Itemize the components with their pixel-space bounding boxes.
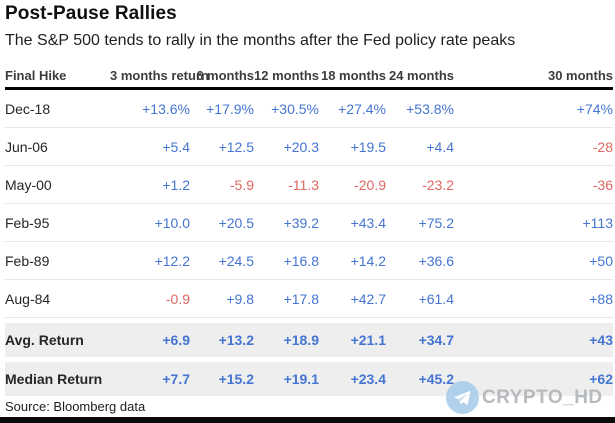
column-header: 18 months [320,67,386,83]
return-value: +13.6% [142,100,190,117]
return-value: +14.2 [350,252,386,269]
page-title: Post-Pause Rallies [5,3,177,24]
return-value: +13.2 [218,332,254,348]
return-value: +34.7 [418,332,454,348]
return-value: +30.5% [271,100,319,117]
row-label: May-00 [5,176,52,193]
return-value: +24.5 [218,252,254,269]
table-row: Median Return +7.7 +15.2 +19.1 +23.4 +45.2 +62 [5,362,613,396]
return-value: +6.9 [162,332,190,348]
return-value: +17.9% [206,100,254,117]
returns-table: Final Hike 3 months return 6 months 12 mont… [0,63,615,396]
return-value: +7.7 [162,371,190,387]
return-value: +17.8 [283,290,319,307]
return-value: +50 [589,252,613,269]
row-label: Aug-84 [5,290,51,307]
return-value: +53.8% [406,100,454,117]
row-label: Avg. Return [5,332,84,348]
return-value: +12.5 [218,138,254,155]
return-value: +23.4 [350,371,386,387]
return-value: +45.2 [418,371,454,387]
column-header: 12 months [254,67,320,83]
column-header: 30 months [547,67,613,83]
table-row: Jun-06 +5.4 +12.5 +20.3 +19.5 +4.4 -28 [5,128,613,166]
table-row: Dec-18 +13.6% +17.9% +30.5% +27.4% +53.8% +74% [5,90,613,128]
return-value: +18.9 [283,332,319,348]
return-value: +88 [589,290,613,307]
return-value: +43.4 [350,214,386,231]
return-value: +5.4 [162,138,190,155]
subtitle: The S&P 500 tends to rally in the months… [5,32,516,49]
table-header-row: Final Hike 3 months return 6 months 12 mont… [5,63,613,90]
return-value: +74% [576,100,613,117]
return-value: -20.9 [354,176,386,193]
return-value: -11.3 [288,176,319,193]
return-value: +43 [589,332,613,348]
table-body: Dec-18 +13.6% +17.9% +30.5% +27.4% +53.8% +74%… [5,90,613,396]
column-header: 3 months return [110,67,209,83]
row-label: Feb-89 [5,252,50,269]
column-header: 24 months [388,67,454,83]
table-row: Feb-95 +10.0 +20.5 +39.2 +43.4 +75.2 +113 [5,204,613,242]
return-value: +42.7 [350,290,386,307]
return-value: +21.1 [350,332,386,348]
summary-divider [5,318,613,323]
return-value: -28 [592,138,613,155]
return-value: +19.1 [283,371,319,387]
return-value: +4.4 [426,138,454,155]
return-value: -5.9 [229,176,254,193]
return-value: +12.2 [154,252,190,269]
row-label: Jun-06 [5,138,48,155]
return-value: +27.4% [338,100,386,117]
table-row: Aug-84 -0.9 +9.8 +17.8 +42.7 +61.4 +88 [5,280,613,318]
return-value: -36 [592,176,613,193]
table-row: Avg. Return +6.9 +13.2 +18.9 +21.1 +34.7 +43 [5,323,613,357]
return-value: +62 [589,371,613,387]
row-label: Feb-95 [5,214,50,231]
return-value: +36.6 [418,252,454,269]
table-row: May-00 +1.2 -5.9 -11.3 -20.9 -23.2 -36 [5,166,613,204]
return-value: +39.2 [283,214,319,231]
return-value: +20.5 [218,214,254,231]
source-note: Source: Bloomberg data [5,399,146,414]
column-header: 6 months [196,67,254,83]
return-value: -23.2 [422,176,454,193]
return-value: +61.4 [418,290,454,307]
summary-divider [5,357,613,362]
return-value: +20.3 [283,138,319,155]
return-value: +16.8 [283,252,319,269]
return-value: +113 [582,214,614,231]
return-value: +10.0 [154,214,190,231]
row-label: Dec-18 [5,100,51,117]
return-value: +19.5 [350,138,386,155]
row-label: Median Return [5,371,103,387]
return-value: +15.2 [218,371,254,387]
table-row: Feb-89 +12.2 +24.5 +16.8 +14.2 +36.6 +50 [5,242,613,280]
column-header: Final Hike [5,67,67,83]
return-value: +9.8 [226,290,254,307]
return-value: +1.2 [162,176,190,193]
bottom-rule [0,417,615,423]
return-value: +75.2 [418,214,454,231]
return-value: -0.9 [165,290,190,307]
